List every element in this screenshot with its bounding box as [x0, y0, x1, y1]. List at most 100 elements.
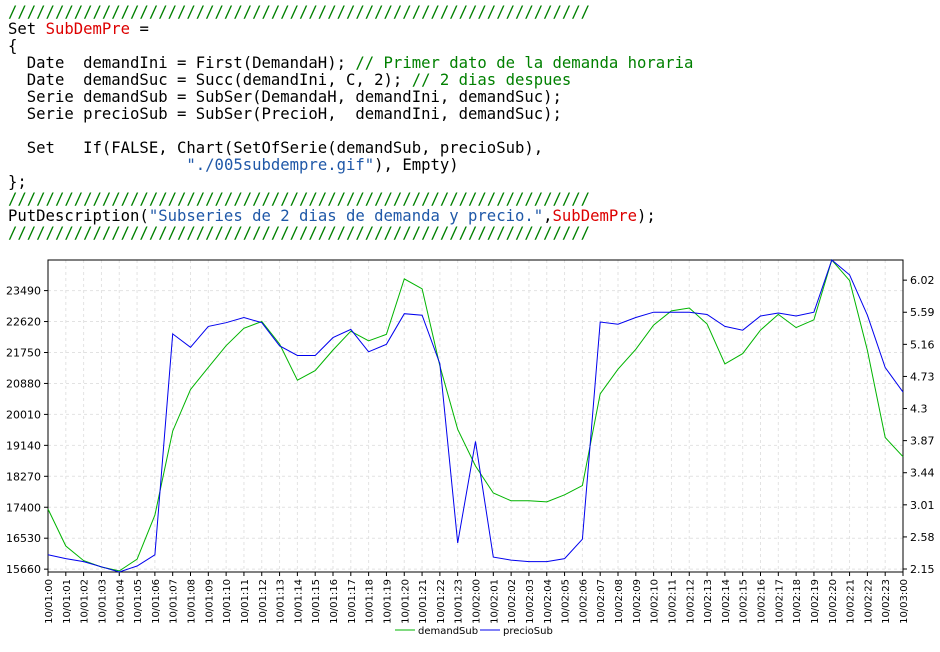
y-left-tick-label: 18270: [6, 470, 41, 483]
separator-line: ////////////////////////////////////////…: [8, 190, 591, 208]
code-line: Date demandSuc = Succ(demandIni, C, 2); …: [8, 72, 693, 89]
code-text: Date demandSuc = Succ(demandIni, C, 2);: [8, 71, 412, 89]
code-line: [8, 123, 693, 140]
y-right-tick-label: 4.73: [910, 370, 935, 383]
x-tick-label: 10/01:12: [258, 579, 269, 624]
code-line: Serie demandSub = SubSer(DemandaH, deman…: [8, 88, 562, 106]
variable-name: SubDemPre: [45, 20, 131, 38]
x-tick-label: 10/02:17: [774, 579, 785, 624]
x-tick-label: 10/01:07: [169, 579, 180, 624]
y-left-tick-label: 22620: [6, 316, 41, 329]
y-left-tick-label: 15660: [6, 563, 41, 576]
code-text: PutDescription(: [8, 207, 149, 225]
x-tick-label: 10/02:22: [863, 579, 874, 624]
x-tick-label: 10/02:06: [578, 579, 589, 624]
series-lines: [47, 258, 904, 573]
series-line-precioSub: [47, 259, 904, 573]
x-tick-label: 10/01:14: [293, 579, 304, 624]
code-line: PutDescription("Subseries de 2 dias de d…: [8, 208, 693, 225]
x-tick-label: 10/01:21: [418, 579, 429, 624]
y-right-tick-label: 3.44: [910, 467, 935, 480]
y-right-tick-label: 2.15: [910, 563, 935, 576]
x-tick-label: 10/02:10: [650, 579, 661, 624]
x-tick-label: 10/02:08: [614, 579, 625, 624]
keyword-set: Set: [8, 20, 46, 38]
x-tick-label: 10/02:11: [667, 579, 678, 624]
x-tick-label: 10/01:20: [400, 579, 411, 624]
line-chart: 10/01:00 10/01:01 10/01:02 10/01:03 10/01:04…: [6, 258, 935, 637]
x-tick-label: 10/01:09: [204, 579, 215, 624]
code-text: ), Empty): [374, 156, 459, 174]
x-tick-label: 10/02:16: [757, 579, 768, 624]
code-line: Set SubDemPre =: [8, 21, 693, 38]
x-tick-label: 10/01:15: [311, 579, 322, 624]
y-right-tick-label: 3.01: [910, 499, 935, 512]
x-tick-label: 10/01:17: [347, 579, 358, 624]
code-line: Set If(FALSE, Chart(SetOfSerie(demandSub…: [8, 139, 544, 157]
y-left-tick-label: 20880: [6, 377, 41, 390]
x-tick-label: 10/02:01: [489, 579, 500, 624]
code-text: =: [130, 20, 149, 38]
code-comment: // 2 dias despues: [411, 71, 572, 89]
x-tick-label: 10/02:05: [561, 579, 572, 624]
code-text: );: [637, 207, 656, 225]
chart-legend: demandSub precioSub: [395, 626, 553, 637]
y-right-tick-label: 2.58: [910, 531, 935, 544]
x-tick-label: 10/02:04: [543, 579, 554, 624]
y-left-tick-label: 23490: [6, 285, 41, 298]
y-right-tick-label: 5.16: [910, 338, 935, 351]
code-string: "Subseries de 2 dias de demanda y precio…: [148, 207, 544, 225]
y-right-tick-label: 5.59: [910, 306, 935, 319]
x-tick-label: 10/02:20: [828, 579, 839, 624]
x-tick-label: 10/02:09: [632, 579, 643, 624]
x-tick-label: 10/02:21: [846, 579, 857, 624]
y-left-tick-label: 20010: [6, 408, 41, 421]
x-tick-label: 10/01:08: [187, 579, 198, 624]
x-tick-label: 10/01:23: [454, 579, 465, 624]
chart-grid: [47, 260, 904, 572]
variable-name: SubDemPre: [552, 207, 638, 225]
y-left-tick-label: 21750: [6, 346, 41, 359]
x-tick-label: 10/01:04: [115, 579, 126, 624]
x-tick-label: 10/01:18: [365, 579, 376, 624]
x-tick-label: 10/01:13: [276, 579, 287, 624]
x-tick-label: 10/01:00: [44, 579, 55, 624]
y-left-tick-label: 16530: [6, 532, 41, 545]
x-tick-label: 10/02:14: [721, 579, 732, 624]
x-tick-label: 10/01:22: [436, 579, 447, 624]
x-tick-label: 10/02:02: [507, 579, 518, 624]
x-tick-label: 10/02:23: [881, 579, 892, 624]
x-tick-label: 10/03:00: [899, 579, 910, 624]
x-tick-label: 10/01:11: [240, 579, 251, 624]
x-tick-label: 10/01:06: [151, 579, 162, 624]
x-tick-label: 10/02:03: [525, 579, 536, 624]
x-tick-label: 10/02:12: [685, 579, 696, 624]
x-tick-label: 10/01:02: [80, 579, 91, 624]
code-text: Date demandIni = First(DemandaH);: [8, 54, 356, 72]
code-line: };: [8, 173, 27, 191]
y-right-tick-label: 3.87: [910, 435, 935, 448]
code-comment: // Primer dato de la demanda horaria: [355, 54, 694, 72]
code-text: [8, 156, 186, 174]
code-listing: ////////////////////////////////////////…: [8, 4, 693, 242]
x-tick-label: 10/01:16: [329, 579, 340, 624]
x-tick-label: 10/01:05: [133, 579, 144, 624]
x-tick-label: 10/02:07: [596, 579, 607, 624]
y-left-tick-label: 19140: [6, 439, 41, 452]
y-left-tick-label: 17400: [6, 501, 41, 514]
x-tick-label: 10/02:19: [810, 579, 821, 624]
x-tick-label: 10/02:13: [703, 579, 714, 624]
x-tick-label: 10/02:00: [472, 579, 483, 624]
code-line: Serie precioSub = SubSer(PrecioH, demand…: [8, 105, 562, 123]
code-line: Date demandIni = First(DemandaH); // Pri…: [8, 54, 694, 72]
code-line: "./005subdempre.gif"), Empty): [8, 157, 693, 174]
legend-label: precioSub: [503, 626, 553, 637]
x-tick-label: 10/01:10: [222, 579, 233, 624]
y-right-tick-label: 4.3: [910, 403, 928, 416]
code-line: {: [8, 37, 18, 55]
separator-line: ////////////////////////////////////////…: [8, 3, 591, 21]
series-line-demandSub: [47, 258, 904, 572]
x-tick-label: 10/02:15: [739, 579, 750, 624]
axis-ticks: 10/01:00 10/01:01 10/01:02 10/01:03 10/01:04…: [6, 274, 935, 624]
legend-label: demandSub: [418, 626, 478, 637]
